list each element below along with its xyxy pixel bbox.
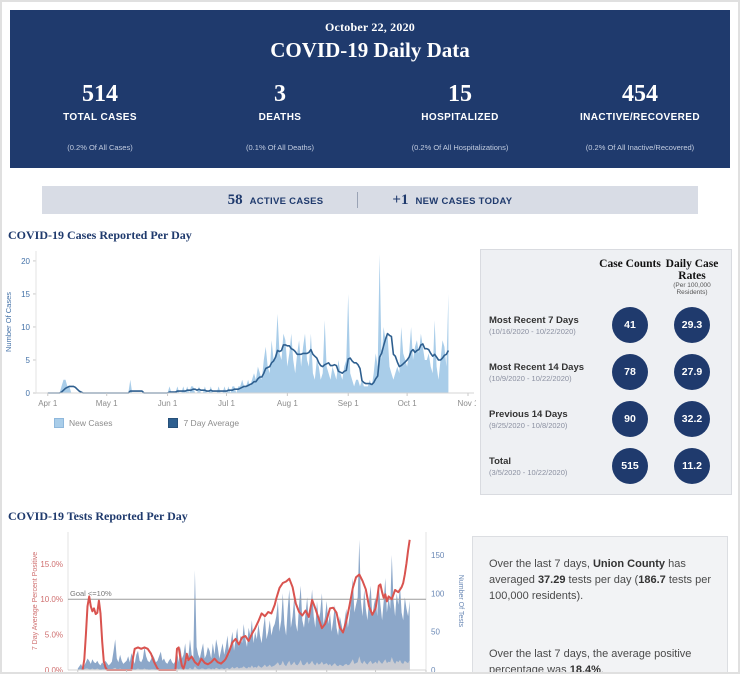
svg-text:5.0%: 5.0% <box>45 631 63 640</box>
svg-text:150: 150 <box>431 551 445 560</box>
row-label: Most Recent 7 Days <box>489 314 579 326</box>
legend-swatch <box>54 418 64 428</box>
count-badge: 515 <box>612 448 648 484</box>
table-row: Previous 14 Days (9/25/2020 - 10/8/2020)… <box>489 401 723 437</box>
stat-subtext: (0.2% Of All Inactive/Recovered) <box>585 143 695 152</box>
svg-text:Nov 1: Nov 1 <box>458 399 476 408</box>
svg-text:Apr 1: Apr 1 <box>38 399 58 408</box>
stat-label: DEATHS <box>258 112 302 123</box>
svg-text:15.0%: 15.0% <box>40 560 63 569</box>
count-badge: 78 <box>612 354 648 390</box>
row-dates: (10/9/2020 - 10/22/2020) <box>489 373 572 383</box>
new-cases-count: +1 <box>392 191 409 208</box>
stat-value: 514 <box>82 81 118 107</box>
svg-text:0: 0 <box>431 666 436 674</box>
svg-text:Oct 1: Oct 1 <box>398 399 418 408</box>
svg-text:7 Day Average Percent Positive: 7 Day Average Percent Positive <box>32 552 39 650</box>
stat-label: TOTAL CASES <box>63 112 137 123</box>
stat-value: 15 <box>448 81 472 107</box>
legend-item[interactable]: New Cases <box>54 418 112 428</box>
table-row: Most Recent 14 Days (10/9/2020 - 10/22/2… <box>489 354 723 390</box>
page-title: COVID-19 Daily Data <box>270 38 470 62</box>
col-header-case-counts: Case Counts <box>599 258 661 270</box>
row-dates: (9/25/2020 - 10/8/2020) <box>489 420 568 430</box>
svg-text:20: 20 <box>21 257 30 266</box>
table-row: Most Recent 7 Days (10/16/2020 - 10/22/2… <box>489 307 723 343</box>
col-header-daily-rates: Daily Case Rates <box>665 258 719 282</box>
svg-text:100: 100 <box>431 589 445 598</box>
svg-text:10: 10 <box>21 323 30 332</box>
legend-label: 7 Day Average <box>183 418 240 428</box>
stat-hospitalized: 15 HOSPITALIZED (0.2% Of All Hospitaliza… <box>370 81 550 152</box>
active-cases-strip: 58 ACTIVE CASES +1 NEW CASES TODAY <box>42 186 698 214</box>
stats-row: 514 TOTAL CASES (0.2% Of All Cases) 3 DE… <box>10 81 730 152</box>
cases-chart-svg[interactable]: 0 5 10 15 20 Apr 1 May 1 Jun 1 Jul 1 Aug 1 Sep 1 Oc… <box>2 245 479 413</box>
stat-label: INACTIVE/RECOVERED <box>580 112 700 123</box>
row-label: Total <box>489 455 511 467</box>
count-badge: 90 <box>612 401 648 437</box>
active-cases-label: ACTIVE CASES <box>249 195 324 207</box>
rate-badge: 27.9 <box>674 354 710 390</box>
svg-text:Sep 1: Sep 1 <box>338 399 359 408</box>
report-date: October 22, 2020 <box>325 20 415 34</box>
cases-chart-legend[interactable]: New Cases 7 Day Average <box>54 418 476 428</box>
stat-subtext: (0.2% Of All Cases) <box>67 143 133 152</box>
summary-paragraph-positivity: Over the last 7 days, the average positi… <box>489 647 692 674</box>
svg-text:10.0%: 10.0% <box>40 595 63 604</box>
row-label: Previous 14 Days <box>489 408 568 420</box>
rate-badge: 29.3 <box>674 307 710 343</box>
tests-section-title: COVID-19 Tests Reported Per Day <box>8 509 188 523</box>
svg-text:Number Of Tests: Number Of Tests <box>457 575 464 628</box>
count-badge: 41 <box>612 307 648 343</box>
cases-chart[interactable]: 0 5 10 15 20 Apr 1 May 1 Jun 1 Jul 1 Aug 1 Sep 1 Oc… <box>2 245 479 428</box>
active-cases-group: 58 ACTIVE CASES <box>228 192 324 209</box>
row-dates: (3/5/2020 - 10/22/2020) <box>489 467 568 477</box>
summary-paragraph-tests: Over the last 7 days, Union County has a… <box>489 558 712 602</box>
active-cases-count: 58 <box>227 191 243 208</box>
legend-item[interactable]: 7 Day Average <box>168 418 239 428</box>
row-label: Most Recent 14 Days <box>489 361 585 373</box>
stat-subtext: (0.2% Of All Hospitalizations) <box>411 143 509 152</box>
tests-summary-panel: Over the last 7 days, Union County has a… <box>472 536 728 674</box>
divider <box>357 192 359 208</box>
new-cases-label: NEW CASES TODAY <box>415 195 513 207</box>
stat-total-cases: 514 TOTAL CASES (0.2% Of All Cases) <box>10 81 190 152</box>
svg-text:May 1: May 1 <box>96 399 118 408</box>
header-banner: October 22, 2020 COVID-19 Daily Data 514… <box>10 10 730 168</box>
svg-text:Number Of Cases: Number Of Cases <box>4 292 13 352</box>
svg-text:Goal <=10%: Goal <=10% <box>70 589 112 598</box>
table-row: Total (3/5/2020 - 10/22/2020) 515 11.2 <box>489 448 723 484</box>
cases-section-title: COVID-19 Cases Reported Per Day <box>8 228 192 242</box>
stat-value: 454 <box>622 81 658 107</box>
case-rates-panel: Case Counts Daily Case Rates (Per 100,00… <box>480 249 732 495</box>
svg-text:Jul 1: Jul 1 <box>218 399 235 408</box>
svg-text:50: 50 <box>431 628 440 637</box>
col-header-rates-sub: (Per 100,000 Residents) <box>673 282 711 296</box>
legend-swatch <box>168 418 179 428</box>
svg-text:0.0%: 0.0% <box>45 666 63 674</box>
svg-text:5: 5 <box>26 356 31 365</box>
stat-inactive-recovered: 454 INACTIVE/RECOVERED (0.2% Of All Inac… <box>550 81 730 152</box>
stat-label: HOSPITALIZED <box>421 112 499 123</box>
rate-badge: 32.2 <box>674 401 710 437</box>
legend-label: New Cases <box>69 418 113 428</box>
svg-text:Aug 1: Aug 1 <box>277 399 298 408</box>
stat-subtext: (0.1% Of All Deaths) <box>246 143 314 152</box>
svg-text:0: 0 <box>26 389 31 398</box>
svg-text:Jun 1: Jun 1 <box>158 399 178 408</box>
stat-deaths: 3 DEATHS (0.1% Of All Deaths) <box>190 81 370 152</box>
stat-value: 3 <box>274 81 286 107</box>
new-cases-group: +1 NEW CASES TODAY <box>392 192 512 209</box>
rate-badge: 11.2 <box>674 448 710 484</box>
svg-text:15: 15 <box>21 290 30 299</box>
row-dates: (10/16/2020 - 10/22/2020) <box>489 326 576 336</box>
